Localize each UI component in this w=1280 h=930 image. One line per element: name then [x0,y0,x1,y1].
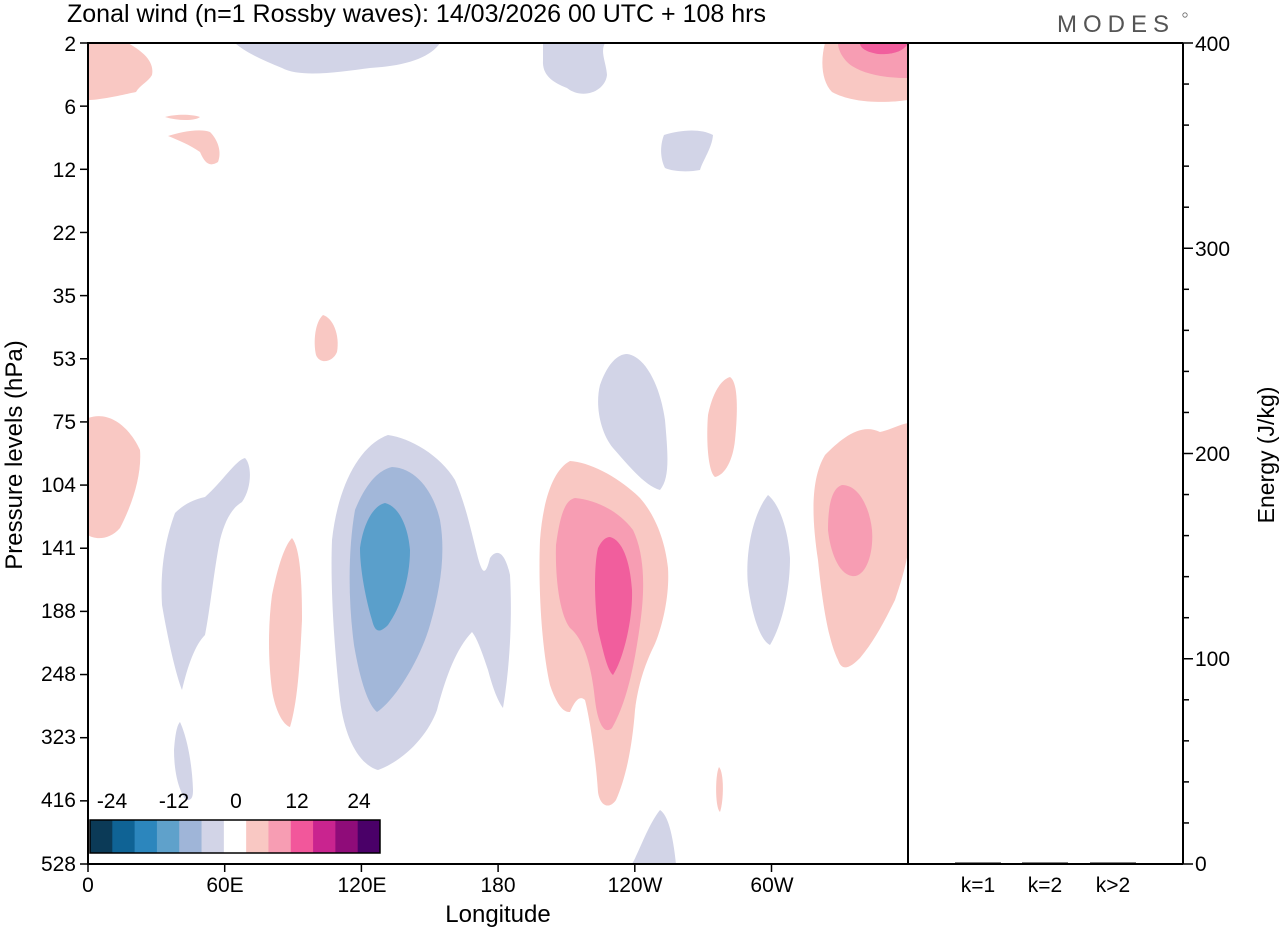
colorbar-swatch [290,820,314,853]
colorbar-swatch [268,820,292,853]
contour-pos-center-core [595,537,633,675]
colorbar-swatch [246,820,269,853]
colorbar-frame [89,819,381,854]
colorbar-tick-label: -24 [97,790,128,813]
contour-neg-main-core [360,503,410,631]
energy-tick-label: 300 [1195,238,1230,261]
contour-neg-top-band [235,43,440,74]
energy-bar [955,862,1001,864]
colorbar-swatch [179,820,203,853]
y-tick-label: 6 [64,96,76,119]
contour-plot [87,42,909,865]
y-tick-label: 75 [53,411,76,434]
energy-panel: 400 300 200 100 0 Energy (J/kg) k=1 k=2 … [908,33,1279,897]
contour-pos-left-column [269,538,302,727]
energy-bar [1022,862,1068,864]
contour-pos-left-edge [88,416,141,539]
y-tick-label: 2 [64,33,76,56]
energy-tick-label: 100 [1195,648,1230,671]
y-tick-label: 188 [41,600,76,623]
logo-registered-mark [1182,12,1188,18]
x-tick-label: 120E [337,874,386,897]
contour-neg-left-lower [174,722,193,800]
contour-pos-top-right-core [860,43,908,55]
y-tick-label: 416 [41,789,76,812]
contour-neg-left-column [161,458,250,690]
contour-pos-top-left [88,43,153,100]
energy-category-label: k>2 [1096,874,1130,897]
contour-neg-bottom [632,810,676,864]
colorbar-swatch [90,820,113,853]
contour-neg-right-column [747,495,790,645]
contour-plot-frame [87,42,909,865]
colorbar-tick-label: 0 [230,790,242,813]
energy-category-label: k=1 [961,874,995,897]
energy-tick-label: 200 [1195,443,1230,466]
contour-neg-top-right [542,43,607,94]
contour-pos-thin-lower [716,767,723,812]
colorbar-swatch [357,820,381,853]
colorbar-tick-label: -12 [159,790,189,813]
contour-neg-upper-small [661,130,713,172]
y-tick-label: 528 [41,853,76,876]
colorbar-tick-label: 12 [285,790,308,813]
contour-pos-right-mid [828,485,873,577]
y-tick-label: 22 [53,222,76,245]
colorbar-swatch [313,820,336,853]
energy-bar [1090,862,1136,864]
x-tick-label: 120W [608,874,663,897]
energy-tick-label: 400 [1195,33,1230,56]
y-tick-label: 53 [53,348,76,371]
x-tick-label: 60E [206,874,243,897]
y-tick-label: 141 [41,537,76,560]
energy-tick-label: 0 [1195,853,1207,876]
contour-pos-center-upper [707,377,737,477]
colorbar-swatch [156,820,180,853]
y-tick-label: 35 [53,285,76,308]
colorbar-swatch [134,820,158,853]
y-tick-label: 12 [53,159,76,182]
colorbar: -24 -12 0 12 24 [89,790,381,854]
y-tick-label: 323 [41,726,76,749]
modes-logo: MODES [1057,11,1175,38]
chart-title: Zonal wind (n=1 Rossby waves): 14/03/202… [67,0,766,28]
longitude-axis: 0 60E 120E 180 120W 60W [82,874,794,897]
y-axis-label: Pressure levels (hPa) [1,340,28,569]
pressure-axis: 2 6 12 22 35 53 75 104 141 188 248 323 4… [41,33,76,876]
x-axis-label: Longitude [445,901,550,928]
energy-axis-label: Energy (J/kg) [1253,387,1279,524]
x-tick-label: 180 [480,874,515,897]
y-tick-label: 104 [41,474,76,497]
contour-neg-center-upper [598,354,668,490]
x-tick-label: 60W [750,874,793,897]
colorbar-tick-label: 24 [347,790,371,813]
colorbar-swatch [223,820,247,853]
contour-pos-streak-b [168,130,220,165]
contour-pos-small-blob [314,315,338,362]
energy-category-label: k=2 [1028,874,1062,897]
contour-pos-streak-a [165,114,200,120]
colorbar-swatch [201,820,225,853]
x-tick-label: 0 [82,874,94,897]
y-tick-label: 248 [41,663,76,686]
colorbar-swatch [112,820,136,853]
colorbar-swatch [335,820,359,853]
